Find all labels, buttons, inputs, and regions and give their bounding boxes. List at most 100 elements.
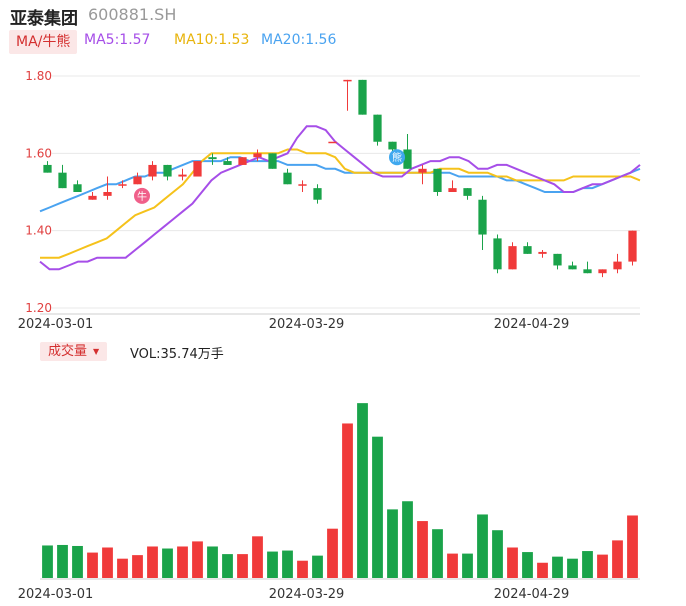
volume-bar bbox=[162, 548, 173, 578]
bear-badge-label: 熊 bbox=[392, 151, 402, 164]
ma20-legend: MA20:1.56 bbox=[261, 32, 337, 48]
volume-bar bbox=[72, 545, 83, 578]
x-tick-label: 2024-03-29 bbox=[269, 317, 345, 332]
candle-body bbox=[313, 188, 322, 200]
candle-body bbox=[208, 157, 217, 160]
volume-bar bbox=[132, 555, 143, 578]
volume-bar bbox=[372, 436, 383, 578]
volume-bar bbox=[252, 536, 263, 578]
moving-average-lines bbox=[39, 125, 641, 271]
candle-body bbox=[223, 161, 232, 165]
candle-body bbox=[418, 168, 427, 173]
candle-body bbox=[628, 230, 637, 262]
volume-bar bbox=[177, 546, 188, 578]
candle-body bbox=[163, 164, 172, 177]
x-tick-label: 2024-03-01 bbox=[18, 587, 94, 602]
bull-bear-badges: 牛熊 bbox=[134, 149, 405, 204]
candle-body bbox=[493, 238, 502, 270]
ma5-line bbox=[39, 125, 641, 271]
volume-bar bbox=[222, 554, 233, 578]
volume-bar bbox=[522, 552, 533, 578]
candle-body bbox=[193, 161, 202, 177]
volume-readout: VOL:35.74万手 bbox=[130, 347, 224, 362]
volume-bar bbox=[297, 560, 308, 578]
volume-bar bbox=[537, 562, 548, 578]
y-tick-label: 1.80 bbox=[25, 69, 52, 83]
volume-bars bbox=[42, 403, 638, 578]
x-tick-label: 2024-03-29 bbox=[269, 587, 345, 602]
bull-badge-label: 牛 bbox=[137, 190, 147, 203]
stock-code: 600881.SH bbox=[88, 5, 177, 24]
candle-body bbox=[148, 164, 157, 177]
y-tick-label: 1.20 bbox=[25, 301, 52, 315]
candle-body bbox=[73, 184, 82, 192]
candle-body bbox=[343, 79, 352, 82]
candle-body bbox=[598, 269, 607, 274]
candle-body bbox=[508, 246, 517, 270]
bear-badge-marker bbox=[389, 149, 405, 166]
axis-labels: 1.80 1.60 1.40 1.20 2024-03-01 2024-03-01 2024… bbox=[18, 69, 570, 602]
ma-indicator-toggle[interactable]: MA/牛熊 bbox=[9, 30, 78, 54]
volume-bar bbox=[237, 554, 248, 578]
candle-body bbox=[178, 174, 187, 177]
candle-body bbox=[328, 141, 337, 144]
volume-bar bbox=[432, 529, 443, 578]
bull-badge-marker bbox=[134, 187, 150, 204]
volume-bar bbox=[57, 544, 68, 578]
ma20-line bbox=[39, 156, 641, 213]
x-tick-label: 2024-04-29 bbox=[494, 317, 570, 332]
candle-body bbox=[403, 149, 412, 169]
candle-body bbox=[388, 141, 397, 150]
volume-bar bbox=[357, 403, 368, 578]
volume-bar bbox=[582, 551, 593, 578]
volume-bar bbox=[552, 556, 563, 578]
volume-bar bbox=[342, 423, 353, 578]
volume-bar bbox=[102, 547, 113, 578]
volume-bar bbox=[327, 528, 338, 578]
candle-body bbox=[463, 188, 472, 196]
volume-bar bbox=[117, 558, 128, 578]
volume-bar bbox=[387, 509, 398, 578]
candlesticks bbox=[43, 79, 637, 278]
candle-body bbox=[358, 79, 367, 115]
ma10-line bbox=[40, 148, 641, 259]
volume-bar bbox=[42, 545, 53, 578]
volume-bar bbox=[462, 553, 473, 578]
candle-body bbox=[283, 172, 292, 185]
volume-bar bbox=[447, 553, 458, 578]
candle-body bbox=[253, 153, 262, 158]
volume-indicator-dropdown[interactable]: 成交量 ▼ bbox=[40, 342, 108, 361]
candle-body bbox=[448, 188, 457, 192]
volume-bar bbox=[267, 551, 278, 578]
volume-bar bbox=[402, 501, 413, 578]
volume-bar bbox=[612, 540, 623, 578]
x-tick-label: 2024-03-01 bbox=[18, 317, 94, 332]
candle-body bbox=[133, 176, 142, 185]
volume-bar bbox=[627, 515, 638, 578]
volume-bar bbox=[507, 547, 518, 578]
candle-body bbox=[373, 114, 382, 142]
candle-body bbox=[58, 172, 67, 189]
candle-body bbox=[568, 265, 577, 270]
volume-bar bbox=[87, 552, 98, 578]
candle-body bbox=[478, 199, 487, 235]
y-tick-label: 1.60 bbox=[25, 146, 52, 160]
candle-body bbox=[553, 253, 562, 266]
volume-bar bbox=[147, 546, 158, 578]
candle-body bbox=[238, 157, 247, 165]
candle-body bbox=[433, 168, 442, 192]
candle-body bbox=[118, 184, 127, 186]
price-grid bbox=[40, 75, 640, 580]
stock-name: 亚泰集团 bbox=[10, 9, 78, 29]
caret-down-icon: ▼ bbox=[93, 347, 100, 356]
volume-bar bbox=[492, 530, 503, 578]
volume-bar bbox=[567, 558, 578, 578]
candle-body bbox=[523, 246, 532, 254]
candle-body bbox=[43, 164, 52, 173]
candle-body bbox=[583, 269, 592, 274]
candle-body bbox=[538, 251, 547, 254]
volume-bar bbox=[477, 514, 488, 578]
volume-bar bbox=[417, 521, 428, 578]
candle-body bbox=[268, 153, 277, 169]
